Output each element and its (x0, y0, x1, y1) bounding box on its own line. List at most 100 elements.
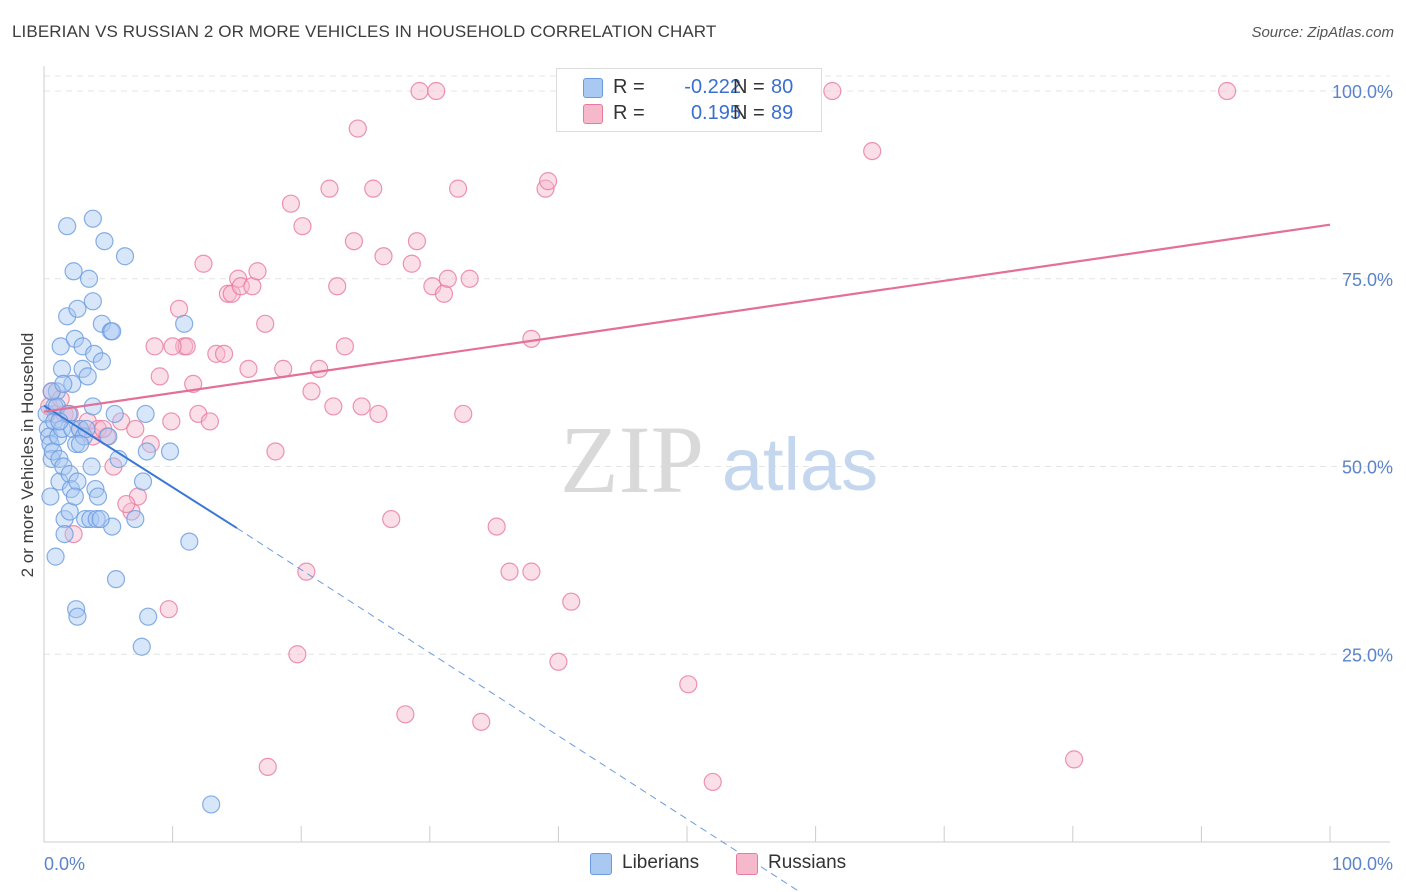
legend-r-value: 0.195 (690, 102, 741, 124)
trend-line-liberians-extrapolated (236, 527, 801, 892)
point-russians (522, 562, 541, 581)
point-liberians (175, 314, 194, 333)
point-russians (310, 359, 329, 378)
legend-swatch-russians (736, 853, 758, 875)
point-russians (281, 194, 301, 213)
point-russians (320, 179, 339, 198)
point-liberians (88, 487, 108, 506)
x-tick-label-left: 0.0% (44, 854, 85, 874)
point-liberians (51, 337, 70, 356)
legend-r-label: R = (613, 102, 645, 124)
point-russians (328, 277, 347, 296)
legend-n-value: 89 (771, 102, 794, 124)
point-liberians (67, 434, 86, 454)
point-russians (348, 119, 367, 138)
point-russians (184, 374, 203, 394)
point-russians (248, 262, 267, 281)
point-russians (396, 705, 415, 724)
point-liberians (54, 457, 73, 476)
tick-labels: 25.0% 50.0% 75.0% 100.0% 0.0% 100.0% (44, 82, 1393, 874)
point-russians (150, 367, 169, 386)
point-liberians (105, 404, 124, 424)
point-liberians (103, 322, 122, 341)
y-tick-label: 50.0% (1342, 458, 1393, 478)
point-russians (159, 600, 178, 619)
trend-lines (43, 223, 1331, 892)
point-russians (126, 419, 145, 439)
point-liberians (136, 404, 155, 424)
point-liberians (132, 637, 151, 656)
legend-swatch-russians (583, 104, 603, 124)
point-liberians (67, 600, 86, 619)
point-russians (297, 562, 316, 581)
point-russians (410, 81, 429, 101)
point-russians (539, 172, 558, 191)
legend-label-russians: Russians (768, 852, 847, 873)
point-liberians (85, 344, 104, 363)
watermark-zip: ZIP (560, 406, 704, 513)
point-russians (374, 247, 393, 266)
point-liberians (47, 382, 66, 401)
trend-line-liberians (43, 404, 238, 529)
point-russians (243, 277, 262, 296)
point-liberians (60, 464, 79, 484)
point-russians (266, 442, 285, 461)
point-liberians (92, 352, 111, 371)
point-liberians (68, 299, 87, 318)
point-liberians (52, 359, 72, 378)
point-liberians (139, 607, 158, 626)
y-tick-label: 75.0% (1342, 270, 1393, 290)
point-russians (288, 645, 307, 664)
point-russians (214, 344, 234, 363)
data-points (37, 81, 1237, 814)
point-russians (500, 562, 519, 581)
trend-line-russians (43, 223, 1331, 413)
point-liberians (68, 607, 87, 626)
point-liberians (202, 795, 221, 814)
legend-n-value: 80 (771, 76, 794, 98)
watermark: ZIP atlas (560, 406, 878, 513)
point-russians (369, 404, 388, 424)
point-liberians (58, 217, 77, 236)
chart-title: LIBERIAN VS RUSSIAN 2 OR MORE VEHICLES I… (12, 22, 717, 41)
point-russians (454, 404, 473, 424)
point-russians (117, 494, 136, 514)
point-russians (549, 652, 568, 671)
point-russians (256, 314, 275, 333)
point-russians (438, 269, 457, 288)
point-liberians (81, 509, 100, 529)
point-russians (382, 509, 401, 529)
point-liberians (58, 307, 77, 326)
point-liberians (106, 570, 126, 589)
point-liberians (160, 442, 180, 461)
point-russians (703, 772, 722, 792)
legend-r-value: -0.222 (684, 76, 741, 98)
correlation-legend: R = -0.222 N = 80 R = 0.195 N = 89 (556, 68, 822, 132)
point-liberians (79, 269, 99, 288)
point-russians (487, 517, 506, 536)
legend-swatch-liberians (590, 853, 612, 875)
legend-swatch-liberians (583, 78, 603, 98)
point-liberians (77, 419, 96, 439)
point-russians (163, 337, 182, 356)
point-russians (162, 412, 181, 431)
source-label: Source: ZipAtlas.com (1251, 24, 1394, 41)
point-russians (863, 141, 882, 161)
point-liberians (82, 457, 101, 476)
y-tick-label: 25.0% (1342, 645, 1393, 665)
point-russians (145, 337, 164, 356)
axes (43, 66, 1390, 843)
point-russians (344, 232, 364, 251)
point-russians (402, 254, 421, 273)
point-liberians (60, 502, 79, 521)
point-russians (1218, 81, 1237, 101)
point-russians (177, 337, 196, 356)
x-tick-label-right: 100.0% (1332, 854, 1393, 874)
legend-r-label: R = (613, 76, 645, 98)
point-russians (335, 337, 355, 356)
point-russians (448, 179, 468, 198)
point-russians (194, 254, 213, 273)
point-russians (302, 382, 321, 401)
point-liberians (95, 232, 114, 251)
